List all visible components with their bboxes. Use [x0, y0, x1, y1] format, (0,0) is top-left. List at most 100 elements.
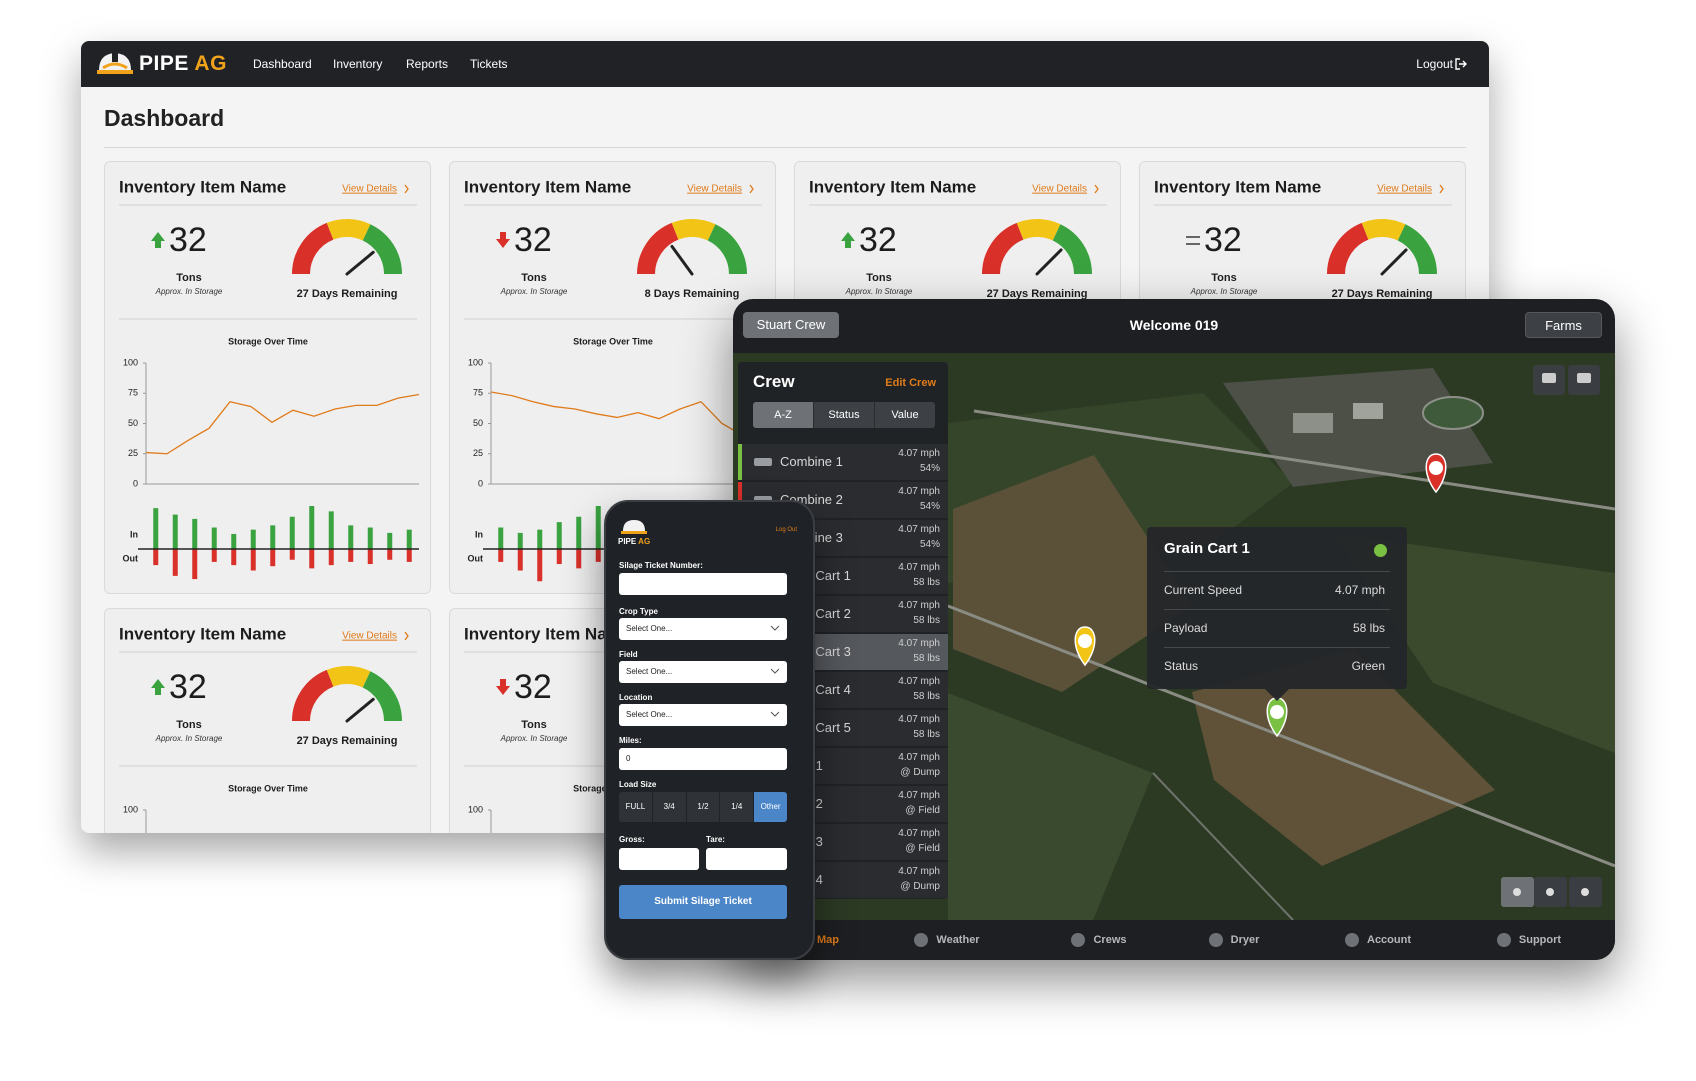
trend-down — [496, 679, 510, 695]
nav-icon — [914, 933, 929, 947]
out-bar — [556, 549, 562, 565]
out-bar — [270, 549, 276, 567]
view-details-link[interactable]: View Details — [1377, 184, 1432, 195]
item-speed: 4.07 mph — [898, 600, 940, 611]
view-details-link[interactable]: View Details — [1032, 184, 1087, 195]
y-tick-label: 100 — [468, 357, 483, 367]
trend-up — [841, 232, 855, 248]
item-speed: 4.07 mph — [898, 524, 940, 535]
amount: 32 — [169, 221, 207, 259]
load-option[interactable]: 1/4 — [719, 792, 754, 822]
item-detail: 58 lbs — [913, 577, 940, 588]
out-bar — [328, 549, 334, 566]
nav-icon — [1345, 933, 1359, 947]
gauge-segment — [982, 222, 1024, 275]
view-details-link[interactable]: View Details — [342, 631, 397, 642]
title-divider — [104, 147, 1466, 148]
in-bar — [595, 506, 601, 549]
gauge-needle — [345, 697, 375, 723]
road — [1152, 772, 1294, 921]
select-input[interactable]: Select One... — [619, 661, 787, 683]
card-title: Inventory Item Name — [464, 624, 631, 643]
gauge-needle — [1380, 248, 1408, 276]
gauge-segment — [362, 224, 402, 275]
phone-logout[interactable]: Log Out — [775, 527, 797, 533]
storage-note: Approx. In Storage — [500, 734, 568, 743]
header-button[interactable]: Farms — [1525, 312, 1602, 338]
trend-down — [496, 232, 510, 248]
popup-value: Green — [1351, 659, 1385, 673]
chart-title: Storage Over Time — [573, 336, 653, 346]
text-input[interactable] — [619, 573, 787, 595]
crew-item[interactable]: Combine 1 4.07 mph 54% — [738, 444, 948, 480]
storage-note: Approx. In Storage — [1190, 287, 1258, 296]
map — [733, 353, 1615, 921]
text-input[interactable]: 0 — [619, 748, 787, 770]
amount: 32 — [514, 668, 552, 706]
item-detail: 54% — [919, 463, 940, 474]
days-remaining: 27 Days Remaining — [297, 288, 398, 300]
map-control-icon — [1542, 373, 1556, 383]
card-title: Inventory Item Name — [809, 177, 976, 196]
out-bar — [192, 549, 198, 580]
nav-label: Weather — [936, 934, 980, 946]
view-details-link[interactable]: View Details — [687, 184, 742, 195]
nav-item[interactable]: Crews — [1039, 920, 1159, 960]
logout[interactable]: Logout — [1416, 57, 1453, 71]
days-remaining: 8 Days Remaining — [645, 288, 740, 300]
load-option[interactable]: FULL — [619, 792, 652, 822]
chevron — [770, 668, 780, 674]
map-control-icon — [1577, 373, 1591, 383]
trend-up — [151, 232, 165, 248]
nav-item[interactable]: Dryer — [1174, 920, 1294, 960]
nav-link[interactable]: Dashboard — [253, 57, 312, 71]
chevron — [770, 625, 780, 631]
in-bar — [289, 516, 295, 549]
y-tick-label: 100 — [123, 357, 138, 367]
view-details-link[interactable]: View Details — [342, 184, 397, 195]
text-input[interactable] — [706, 848, 787, 870]
tab[interactable]: Status — [813, 402, 874, 428]
in-bar — [270, 525, 276, 549]
select-input[interactable]: Select One... — [619, 618, 787, 640]
load-size-group: FULL 3/4 1/2 1/4 Other — [619, 792, 787, 822]
item-detail: @ Field — [905, 805, 940, 816]
text-input[interactable] — [619, 848, 699, 870]
load-option[interactable]: 1/2 — [685, 792, 720, 822]
hat-brim — [621, 531, 647, 534]
nav-link[interactable]: Tickets — [470, 57, 508, 71]
nav-item[interactable]: Weather — [887, 920, 1007, 960]
item-speed: 4.07 mph — [898, 638, 940, 649]
edit-crew[interactable]: Edit Crew — [885, 377, 936, 389]
nav-label: Dryer — [1230, 934, 1260, 946]
nav-link[interactable]: Reports — [406, 57, 449, 71]
popup-label: Status — [1164, 659, 1199, 673]
item-detail: @ Dump — [900, 881, 940, 892]
logout-glyph — [1455, 58, 1467, 70]
load-option[interactable]: 3/4 — [651, 792, 686, 822]
select-input[interactable]: Select One... — [619, 704, 787, 726]
nav-item[interactable]: Account — [1318, 920, 1438, 960]
chevron — [770, 711, 780, 717]
nav-item[interactable]: Support — [1469, 920, 1589, 960]
tab[interactable]: A-Z — [753, 402, 813, 428]
link-chevron — [404, 631, 409, 641]
item-speed: 4.07 mph — [898, 562, 940, 573]
load-option[interactable]: Other — [753, 792, 787, 822]
out-bar — [498, 549, 504, 562]
submit-button[interactable]: Submit Silage Ticket — [619, 885, 787, 919]
header-button[interactable]: Stuart Crew — [743, 312, 839, 338]
field-label: Crop Type — [619, 607, 658, 616]
out-bar — [153, 549, 159, 566]
panel-title: Crew — [753, 372, 795, 391]
out-label: Out — [468, 553, 484, 563]
in-bar — [309, 506, 315, 549]
popup-value: 58 lbs — [1352, 621, 1385, 635]
gauge-segment — [1016, 219, 1061, 241]
popup-pointer — [1265, 689, 1289, 701]
tab[interactable]: Value — [874, 402, 935, 428]
item-speed: 4.07 mph — [898, 866, 940, 877]
nav-link[interactable]: Inventory — [333, 57, 383, 71]
page-title: Dashboard — [104, 105, 225, 131]
card-title: Inventory Item Name — [464, 177, 631, 196]
